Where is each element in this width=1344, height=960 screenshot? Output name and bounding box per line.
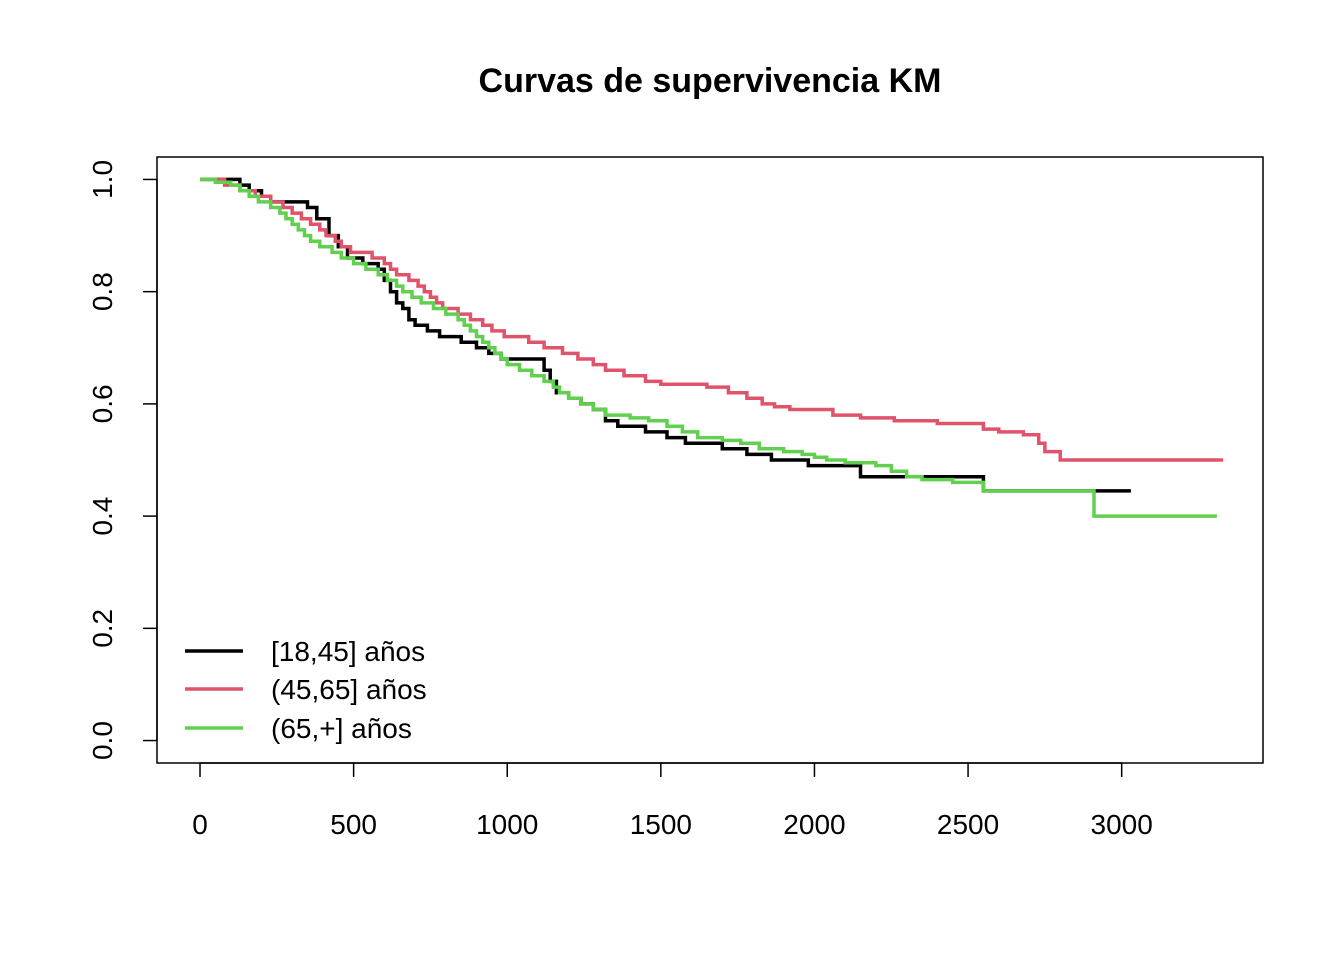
legend: [18,45] años (45,65] años (65,+] años bbox=[185, 636, 427, 744]
legend-label-1: [18,45] años bbox=[271, 636, 425, 667]
x-tick-label: 1500 bbox=[630, 809, 692, 840]
legend-label-3: (65,+] años bbox=[271, 713, 412, 744]
x-tick-label: 2000 bbox=[783, 809, 845, 840]
y-tick-label: 1.0 bbox=[87, 160, 118, 199]
legend-label-2: (45,65] años bbox=[271, 674, 427, 705]
series-line-2 bbox=[200, 177, 1224, 462]
x-tick-label: 1000 bbox=[476, 809, 538, 840]
series-line-1 bbox=[200, 177, 1131, 493]
x-tick-label: 500 bbox=[330, 809, 377, 840]
x-tick-label: 0 bbox=[192, 809, 208, 840]
y-tick-label: 0.2 bbox=[87, 609, 118, 648]
series-line-3 bbox=[200, 177, 1217, 518]
x-tick-label: 2500 bbox=[937, 809, 999, 840]
y-tick-label: 0.6 bbox=[87, 384, 118, 423]
series-layer bbox=[200, 177, 1224, 518]
y-axis: 0.0 0.2 0.4 0.6 0.8 1.0 bbox=[87, 160, 158, 760]
x-tick-label: 3000 bbox=[1091, 809, 1153, 840]
y-tick-label: 0.8 bbox=[87, 272, 118, 311]
x-axis: 0 500 1000 1500 2000 2500 3000 bbox=[192, 762, 1153, 840]
chart-title: Curvas de supervivencia KM bbox=[479, 62, 942, 100]
y-tick-label: 0.4 bbox=[87, 497, 118, 536]
y-tick-label: 0.0 bbox=[87, 721, 118, 760]
